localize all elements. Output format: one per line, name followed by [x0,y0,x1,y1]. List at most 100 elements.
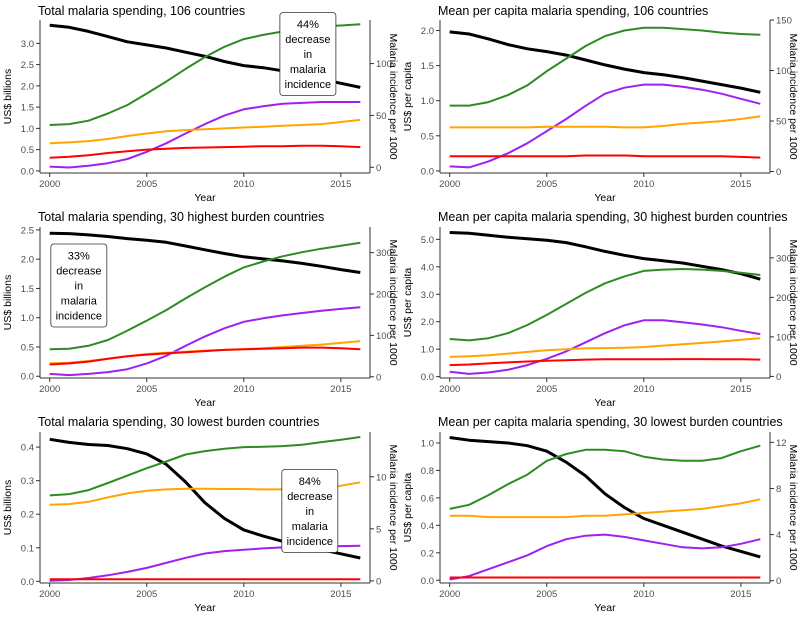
y-tick-label-right: 12 [776,438,787,449]
series-line-black [449,436,761,559]
x-tick-label: 2015 [330,589,351,600]
x-tick-label: 2000 [39,384,60,395]
y-axis-label-left: US$ billions [2,480,14,535]
y-tick-label-left: 1.5 [21,284,34,295]
y-tick-label-right: 0 [376,163,381,174]
annotation-line: in [306,506,315,518]
x-tick-label: 2005 [536,384,557,395]
x-tick-label: 2010 [233,589,254,600]
y-tick-label-left: 1.5 [421,61,434,72]
y-tick-label-right: 10 [376,472,387,483]
y-axis-label-right: Malaria incidence per 1000 [787,239,799,365]
annotation-line: decrease [287,491,332,503]
y-tick-label-left: 0.4 [21,443,34,454]
y-tick-label-right: 5 [376,524,381,535]
annotation-line: 84% [299,476,321,488]
y-tick-label-right: 0 [776,167,781,178]
series-line-black [49,231,361,274]
chart-panel-3: Total malaria spending, 30 highest burde… [2,210,399,409]
y-tick-label-right: 200 [376,290,392,301]
annotation-line: decrease [285,34,330,46]
y-tick-label-left: 0.6 [421,493,434,504]
y-tick-label-left: 1.0 [21,124,34,135]
y-axis-label-right: Malaria incidence per 1000 [787,33,799,159]
series-group [449,231,761,375]
x-tick-label: 2015 [730,179,751,190]
series-line-orange [449,115,761,129]
series-line-green [449,444,761,510]
series-group [49,231,361,377]
y-tick-label-left: 2.0 [21,81,34,92]
x-axis-label: Year [194,397,216,409]
annotation-line: malaria [290,64,327,76]
series-line-green [449,26,761,107]
y-tick-label-left: 5.0 [421,235,434,246]
y-tick-label-right: 50 [776,116,787,127]
x-tick-label: 2010 [633,589,654,600]
y-tick-label-left: 2.0 [421,317,434,328]
y-axis-label-right: Malaria incidence per 1000 [787,444,799,570]
y-tick-label-left: 0.8 [421,466,434,477]
y-axis-label-left: US$ billions [2,275,14,330]
series-group [449,436,761,581]
y-tick-label-right: 100 [376,59,392,70]
chart-panel-4: Mean per capita malaria spending, 30 hig… [402,210,799,409]
y-tick-label-left: 2.0 [21,255,34,266]
y-tick-label-left: 0.2 [21,510,34,521]
series-line-orange [49,118,361,145]
x-tick-label: 2005 [136,179,157,190]
y-tick-label-right: 50 [376,111,387,122]
annotation-line: in [75,281,84,293]
x-tick-label: 2000 [39,589,60,600]
y-tick-label-left: 3.0 [421,290,434,301]
y-tick-label-left: 0.1 [21,543,34,554]
x-tick-label: 2005 [136,589,157,600]
series-line-purple [449,319,761,375]
series-line-green [49,436,361,497]
y-axis-label-left: US$ billions [2,69,14,124]
x-tick-label: 2010 [233,179,254,190]
y-axis-label-right: Malaria incidence per 1000 [387,239,399,365]
annotation-box [279,12,337,96]
y-axis-label-left: US$ per capita [402,473,414,543]
series-line-black [449,231,761,281]
y-tick-label-right: 0 [776,372,781,383]
y-tick-label-left: 0.5 [21,342,34,353]
chart-panel-1: Total malaria spending, 106 countries 200… [2,4,399,204]
series-line-red [449,154,761,159]
x-axis-label: Year [194,192,216,204]
x-tick-label: 2010 [633,179,654,190]
y-tick-label-right: 100 [776,66,792,77]
y-tick-label-right: 4 [776,530,781,541]
x-tick-label: 2005 [136,384,157,395]
y-tick-label-left: 0.0 [21,577,34,588]
x-tick-label: 2015 [330,179,351,190]
y-tick-label-left: 0.3 [21,476,34,487]
x-axis-label: Year [194,602,216,614]
y-tick-label-right: 0 [376,576,381,587]
y-tick-label-left: 2.0 [421,26,434,37]
annotation-line: incidence [287,536,333,548]
annotation: 84% decrease in malaria incidence [281,468,339,553]
series-line-orange [449,498,761,519]
y-tick-label-left: 0.0 [21,166,34,177]
y-tick-label-left: 0.2 [421,548,434,559]
annotation-line: in [304,49,313,61]
y-tick-label-left: 3.0 [21,39,34,50]
series-group [449,26,761,169]
x-tick-label: 2005 [536,589,557,600]
annotation-line: 33% [68,251,90,263]
chart-title: Total malaria spending, 106 countries [38,4,245,18]
y-tick-label-right: 200 [776,293,792,304]
annotation: 33% decrease in malaria incidence [50,243,108,328]
x-tick-label: 2005 [536,179,557,190]
chart-title: Mean per capita malaria spending, 30 low… [438,415,783,429]
annotation-line: incidence [56,311,102,323]
x-tick-label: 2015 [730,384,751,395]
y-tick-label-left: 4.0 [421,262,434,273]
y-tick-label-left: 1.0 [421,96,434,107]
annotation-line: 44% [297,19,319,31]
y-tick-label-right: 0 [376,372,381,383]
annotation-line: incidence [285,79,331,91]
